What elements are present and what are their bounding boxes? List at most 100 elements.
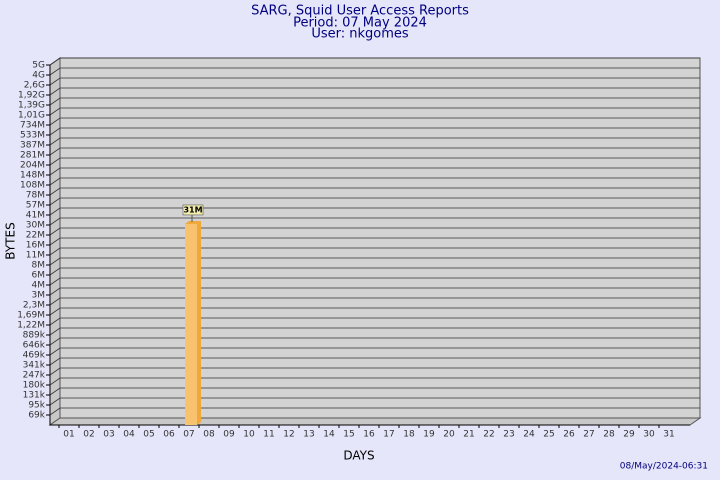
x-tick-label: 31: [663, 430, 674, 440]
bar-side: [197, 220, 201, 425]
grid-line: [49, 207, 700, 216]
x-tick-label: 12: [283, 430, 294, 440]
grid-line: [49, 297, 700, 306]
y-tick-label: 1,22M: [17, 321, 45, 331]
chart-subtitle: Period: 07 May 2024: [293, 16, 427, 31]
x-tick-label: 06: [163, 430, 175, 440]
y-tick-label: 4G: [32, 71, 45, 81]
x-tick-label: 23: [503, 430, 514, 440]
x-tick-label: 18: [403, 430, 415, 440]
y-tick-label: 22M: [26, 231, 45, 241]
plot-floor: [48, 417, 702, 426]
x-tick-label: 03: [103, 430, 114, 440]
y-tick-label: 2,3M: [23, 301, 45, 311]
y-tick-label: 148M: [20, 171, 45, 181]
grid-line: [49, 167, 700, 176]
x-tick-label: 15: [343, 430, 354, 440]
x-tick-label: 08: [203, 430, 215, 440]
y-tick-label: 646k: [23, 341, 46, 351]
grid-line: [49, 377, 700, 386]
x-tick-label: 29: [623, 430, 635, 440]
x-tick-label: 01: [63, 430, 74, 440]
grid-line: [49, 117, 700, 126]
grid-line: [49, 347, 700, 356]
x-tick-label: 16: [363, 430, 375, 440]
x-tick-label: 05: [143, 430, 154, 440]
y-tick-label: 69k: [28, 411, 45, 421]
y-tick-label: 469k: [23, 351, 46, 361]
x-tick-label: 28: [603, 430, 615, 440]
y-tick-label: 734M: [20, 121, 45, 131]
grid-line: [49, 227, 700, 236]
grid-line: [49, 77, 700, 86]
y-tick-label: 889k: [23, 331, 46, 341]
grid-line: [49, 127, 700, 136]
grid-line: [49, 67, 700, 76]
grid-line: [49, 197, 700, 206]
y-tick-label: 1,39G: [18, 101, 45, 111]
y-tick-label: 108M: [20, 181, 45, 191]
grid-line: [49, 147, 700, 156]
y-tick-label: 1,69M: [17, 311, 45, 321]
y-tick-label: 16M: [26, 241, 45, 251]
x-tick-label: 26: [563, 430, 575, 440]
value-label-box: [182, 204, 204, 216]
x-tick-label: 09: [223, 430, 235, 440]
grid-line: [49, 357, 700, 366]
y-tick-label: 204M: [20, 161, 45, 171]
grid-line: [49, 277, 700, 286]
x-tick-label: 17: [383, 430, 394, 440]
y-tick-label: 131k: [23, 391, 46, 401]
value-label: 31M: [183, 205, 202, 214]
y-tick-label: 78M: [26, 191, 45, 201]
y-tick-label: 30M: [26, 221, 45, 231]
y-tick-label: 180k: [23, 381, 46, 391]
grid-line: [49, 397, 700, 406]
y-tick-label: 533M: [20, 131, 45, 141]
grid-line: [49, 327, 700, 336]
x-tick-label: 07: [183, 430, 194, 440]
x-tick-label: 13: [303, 430, 314, 440]
y-tick-label: 4M: [32, 281, 46, 291]
grid-line: [49, 267, 700, 276]
grid-line: [49, 137, 700, 146]
chart-user: User: nkgomes: [311, 27, 409, 42]
grid-line: [49, 317, 700, 326]
y-tick-label: 341k: [23, 361, 46, 371]
grid-line: [49, 257, 700, 266]
x-tick-label: 04: [123, 430, 135, 440]
x-tick-label: 21: [463, 430, 474, 440]
x-tick-label: 11: [263, 430, 274, 440]
x-tick-label: 24: [523, 430, 535, 440]
y-tick-label: 41M: [26, 211, 45, 221]
bar: [185, 223, 197, 425]
grid-line: [49, 247, 700, 256]
y-axis-label: BYTES: [4, 222, 18, 259]
y-tick-label: 8M: [32, 261, 46, 271]
x-tick-label: 22: [483, 430, 494, 440]
y-tick-label: 11M: [26, 251, 45, 261]
grid-line: [49, 87, 700, 96]
y-tick-label: 281M: [20, 151, 45, 161]
grid-line: [49, 57, 700, 66]
grid-line: [49, 337, 700, 346]
y-tick-label: 5G: [32, 61, 45, 71]
x-tick-label: 14: [323, 430, 335, 440]
grid-line: [49, 407, 700, 416]
x-tick-label: 25: [543, 430, 554, 440]
x-tick-label: 20: [443, 430, 455, 440]
grid-line: [49, 187, 700, 196]
y-tick-label: 57M: [26, 201, 45, 211]
grid-line: [49, 387, 700, 396]
y-tick-label: 6M: [32, 271, 46, 281]
y-tick-label: 2,6G: [24, 81, 45, 91]
bar-top: [185, 220, 201, 224]
x-tick-label: 27: [583, 430, 594, 440]
x-tick-label: 10: [243, 430, 255, 440]
grid-line: [49, 307, 700, 316]
chart-title: SARG, Squid User Access Reports: [251, 4, 469, 19]
grid-line: [49, 287, 700, 296]
y-tick-label: 387M: [20, 141, 45, 151]
y-tick-label: 95k: [28, 401, 45, 411]
